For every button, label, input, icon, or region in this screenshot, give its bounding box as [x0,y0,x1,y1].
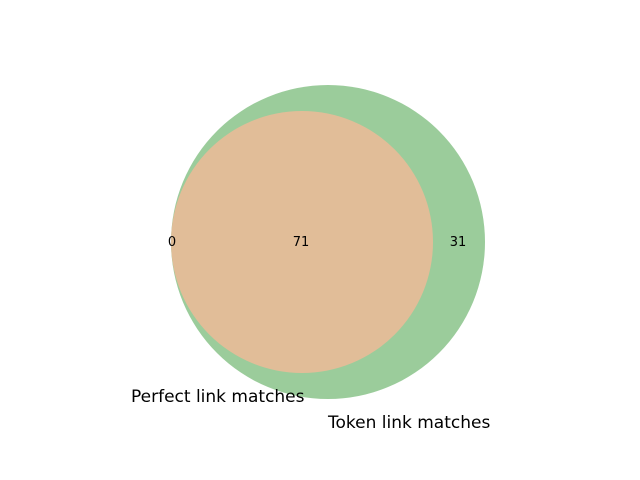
token-link-matches-label: Token link matches [327,413,490,433]
token-only-count: 31 [450,235,467,250]
intersection-count: 71 [293,235,310,250]
perfect-only-count: 0 [168,235,176,250]
perfect-link-matches-circle [171,111,433,373]
perfect-link-matches-label: Perfect link matches [131,387,305,407]
